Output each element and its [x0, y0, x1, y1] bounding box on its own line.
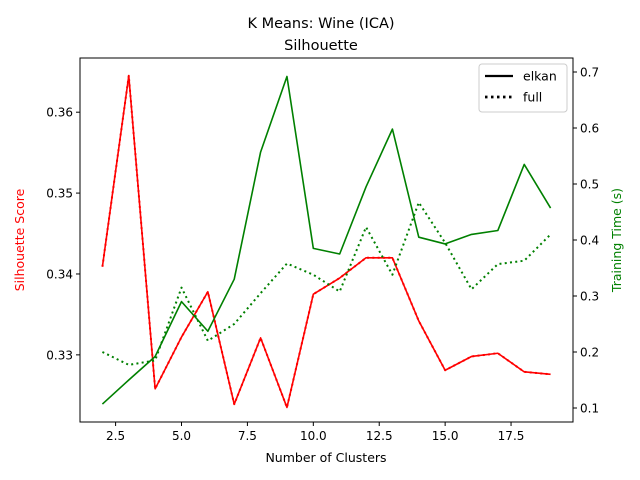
x-tick-label: 15.0 [432, 429, 459, 443]
left-tick-label: 0.36 [46, 106, 73, 120]
x-tick-label: 17.5 [498, 429, 525, 443]
series-line-left-dotted [101, 74, 551, 409]
right-tick-label: 0.4 [580, 234, 599, 248]
chart-subtitle: Silhouette [284, 38, 358, 54]
right-axis-ticks: 0.1 0.2 0.3 0.4 0.5 0.6 0.7 [573, 66, 599, 416]
x-tick-label: 7.5 [238, 429, 257, 443]
series-line-left-solid [101, 75, 551, 409]
right-tick-label: 0.7 [580, 66, 599, 80]
series-line-right-dotted [101, 201, 552, 366]
right-tick-label: 0.3 [580, 290, 599, 304]
x-tick-label: 12.5 [366, 429, 393, 443]
right-axis-label: Training Time (s) [609, 188, 624, 293]
legend: elkan full [478, 63, 568, 113]
x-tick-label: 10.0 [300, 429, 327, 443]
chart-title: K Means: Wine (ICA) [247, 16, 394, 32]
left-axis-label: Silhouette Score [12, 188, 27, 291]
right-tick-label: 0.1 [580, 402, 599, 416]
x-axis-label: Number of Clusters [265, 450, 386, 465]
series-group [101, 74, 552, 409]
right-tick-label: 0.5 [580, 178, 599, 192]
left-tick-label: 0.34 [46, 267, 73, 281]
left-axis-ticks: 0.33 0.34 0.35 0.36 [46, 106, 80, 362]
right-tick-label: 0.2 [580, 346, 599, 360]
left-tick-label: 0.35 [46, 187, 73, 201]
x-tick-label: 2.5 [106, 429, 125, 443]
series-line-right-solid [101, 75, 552, 405]
left-tick-label: 0.33 [46, 348, 73, 362]
legend-label-full: full [523, 90, 542, 105]
right-tick-label: 0.6 [580, 122, 599, 136]
legend-label-elkan: elkan [523, 69, 557, 84]
x-axis-ticks: 2.5 5.0 7.5 10.0 12.5 15.0 17.5 [106, 422, 524, 443]
plot-area [79, 57, 574, 423]
x-tick-label: 5.0 [172, 429, 191, 443]
